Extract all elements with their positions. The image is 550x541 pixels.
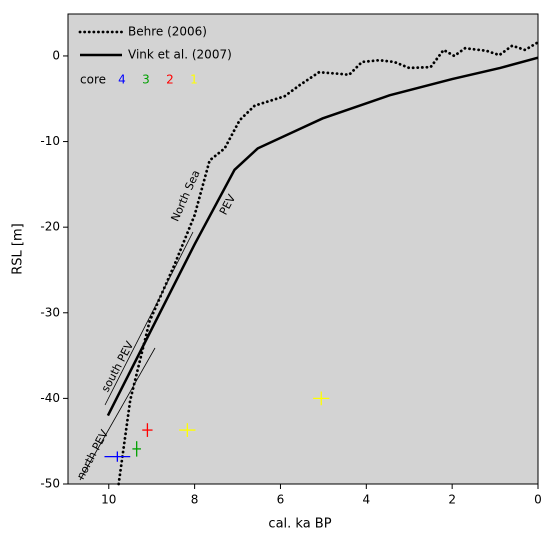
series-line bbox=[117, 40, 540, 486]
legend-title: core bbox=[80, 73, 106, 87]
y-tick-label: -10 bbox=[40, 134, 60, 148]
legend-label: 2 bbox=[166, 73, 174, 87]
legend-label: Behre (2006) bbox=[128, 25, 207, 39]
y-tick-label: -40 bbox=[40, 391, 60, 405]
legend-label: Vink et al. (2007) bbox=[128, 48, 232, 62]
y-tick-label: 0 bbox=[52, 48, 60, 62]
legend-label: 3 bbox=[142, 73, 150, 87]
x-tick-label: 2 bbox=[448, 493, 456, 507]
plot-background bbox=[68, 14, 538, 484]
x-tick-label: 6 bbox=[277, 493, 285, 507]
south-pev-line bbox=[104, 231, 194, 406]
x-tick-label: 10 bbox=[101, 493, 116, 507]
x-tick-label: 4 bbox=[362, 493, 370, 507]
y-tick-label: -20 bbox=[40, 220, 60, 234]
series-line bbox=[106, 56, 539, 417]
y-tick-label: -50 bbox=[40, 477, 60, 491]
plot-frame bbox=[67, 13, 539, 485]
legend-label: 1 bbox=[190, 73, 198, 87]
y-tick-label: -30 bbox=[40, 305, 60, 319]
y-axis-label: RSL [m] bbox=[11, 223, 26, 274]
x-tick-label: 0 bbox=[534, 493, 542, 507]
x-axis-label: cal. ka BP bbox=[268, 517, 331, 532]
x-tick-label: 8 bbox=[191, 493, 199, 507]
legend-label: 4 bbox=[118, 73, 126, 87]
north-pev-line bbox=[79, 347, 156, 481]
